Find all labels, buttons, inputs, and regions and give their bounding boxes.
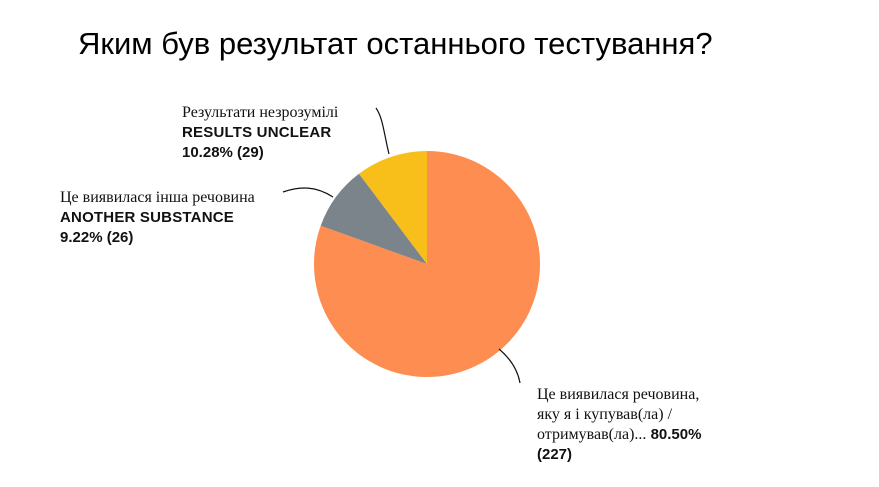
label-same-substance: Це виявилася речовина, яку я і купував(л… <box>537 385 701 465</box>
leader-line-unclear <box>375 107 390 155</box>
leader-line-same <box>498 348 521 384</box>
pie-slice-another-substance <box>320 173 427 264</box>
label-results-unclear: Результати незрозумілі RESULTS UNCLEAR 1… <box>182 103 338 163</box>
pie-slice-same-substance <box>313 151 540 377</box>
label-another-substance: Це виявилася інша речовина ANOTHER SUBST… <box>60 188 255 248</box>
label-another-en: ANOTHER SUBSTANCE <box>60 209 234 226</box>
pie-slice-results-unclear <box>358 151 427 264</box>
label-same-value: 80.50% <box>650 426 702 443</box>
label-unclear-ua: Результати незрозумілі <box>182 104 339 121</box>
label-another-value: 9.22% (26) <box>60 229 134 246</box>
label-same-ua-line1: Це виявилася речовина, <box>537 386 700 403</box>
label-same-count: (227) <box>537 446 573 463</box>
page-title: Яким був результат останнього тестування… <box>78 26 713 61</box>
label-same-ua-line3: отримував(ла)... <box>537 426 647 443</box>
leader-line-another <box>282 187 334 198</box>
label-unclear-value: 10.28% (29) <box>182 144 264 161</box>
label-same-ua-line2: яку я і купував(ла) / <box>537 406 673 423</box>
label-unclear-en: RESULTS UNCLEAR <box>182 124 332 141</box>
label-another-ua: Це виявилася інша речовина <box>60 189 255 206</box>
